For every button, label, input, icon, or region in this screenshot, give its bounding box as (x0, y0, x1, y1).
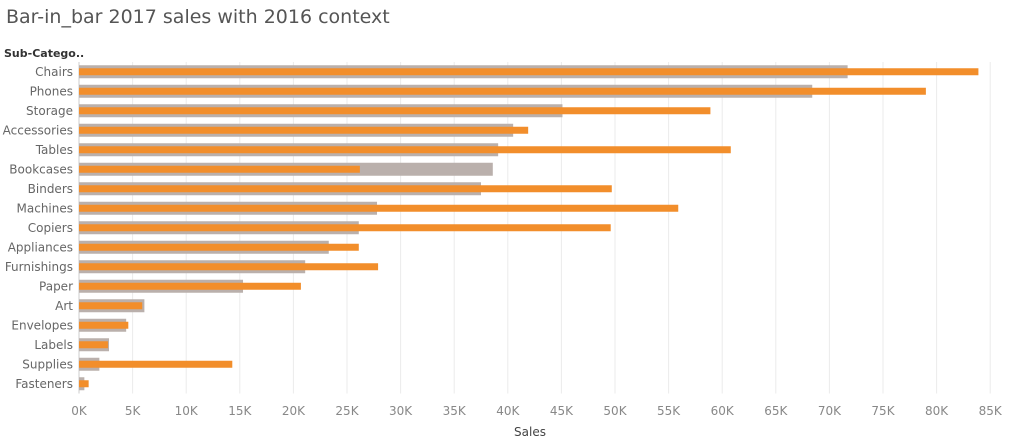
x-tick-label: 50K (603, 404, 627, 418)
x-tick-label: 35K (443, 404, 467, 418)
category-label: Fasteners (15, 377, 73, 391)
category-label: Copiers (28, 221, 73, 235)
main-bars (79, 68, 979, 388)
category-label: Art (55, 299, 73, 313)
category-label: Machines (17, 201, 73, 215)
x-tick-label: 80K (925, 404, 949, 418)
y-axis-field-label[interactable]: Sub-Catego.. (4, 47, 85, 60)
main-bar[interactable] (79, 126, 529, 134)
category-label: Bookcases (9, 162, 73, 176)
main-bar[interactable] (79, 185, 612, 193)
category-label: Storage (26, 104, 73, 118)
x-tick-label: 40K (496, 404, 520, 418)
main-bar[interactable] (79, 360, 233, 368)
x-tick-label: 20K (282, 404, 306, 418)
category-label: Labels (34, 338, 73, 352)
category-label: Binders (28, 182, 73, 196)
category-label: Paper (39, 279, 73, 293)
main-bar[interactable] (79, 302, 143, 310)
x-tick-label: 65K (764, 404, 788, 418)
x-tick-label: 45K (550, 404, 574, 418)
x-tick-label: 75K (871, 404, 895, 418)
x-tick-label: 60K (711, 404, 735, 418)
main-bar[interactable] (79, 263, 379, 271)
category-label: Supplies (22, 357, 73, 371)
main-bar[interactable] (79, 68, 979, 76)
x-tick-label: 85K (979, 404, 1003, 418)
chart-title: Bar-in_bar 2017 sales with 2016 context (6, 6, 390, 28)
category-label: Phones (30, 84, 73, 98)
main-bar[interactable] (79, 107, 711, 115)
x-tick-label: 30K (389, 404, 413, 418)
x-tick-label: 25K (335, 404, 359, 418)
main-bar[interactable] (79, 204, 679, 212)
main-bar[interactable] (79, 224, 611, 232)
x-tick-label: 10K (175, 404, 199, 418)
main-bar[interactable] (79, 380, 89, 388)
x-tick-labels: 0K 5K 10K 15K 20K 25K 30K 35K 40K 45K 50K 55K 60K 65K… (71, 404, 1003, 418)
main-bar[interactable] (79, 87, 926, 95)
category-label: Furnishings (5, 260, 73, 274)
main-bar[interactable] (79, 282, 301, 290)
category-label: Tables (35, 143, 73, 157)
x-tick-label: 0K (71, 404, 88, 418)
x-tick-label: 15K (228, 404, 252, 418)
x-axis-label: Sales (514, 425, 546, 439)
category-label: Chairs (35, 65, 73, 79)
category-label: Appliances (8, 240, 73, 254)
category-labels: Chairs Phones Storage Accessories Tables Book… (3, 65, 74, 391)
x-tick-label: 70K (818, 404, 842, 418)
x-tick-label: 55K (657, 404, 681, 418)
category-label: Accessories (3, 123, 73, 137)
main-bar[interactable] (79, 165, 360, 173)
x-tick-label: 5K (125, 404, 142, 418)
main-bar[interactable] (79, 146, 731, 154)
main-bar[interactable] (79, 321, 129, 329)
category-label: Envelopes (11, 318, 73, 332)
main-bar[interactable] (79, 243, 359, 251)
main-bar[interactable] (79, 341, 108, 349)
